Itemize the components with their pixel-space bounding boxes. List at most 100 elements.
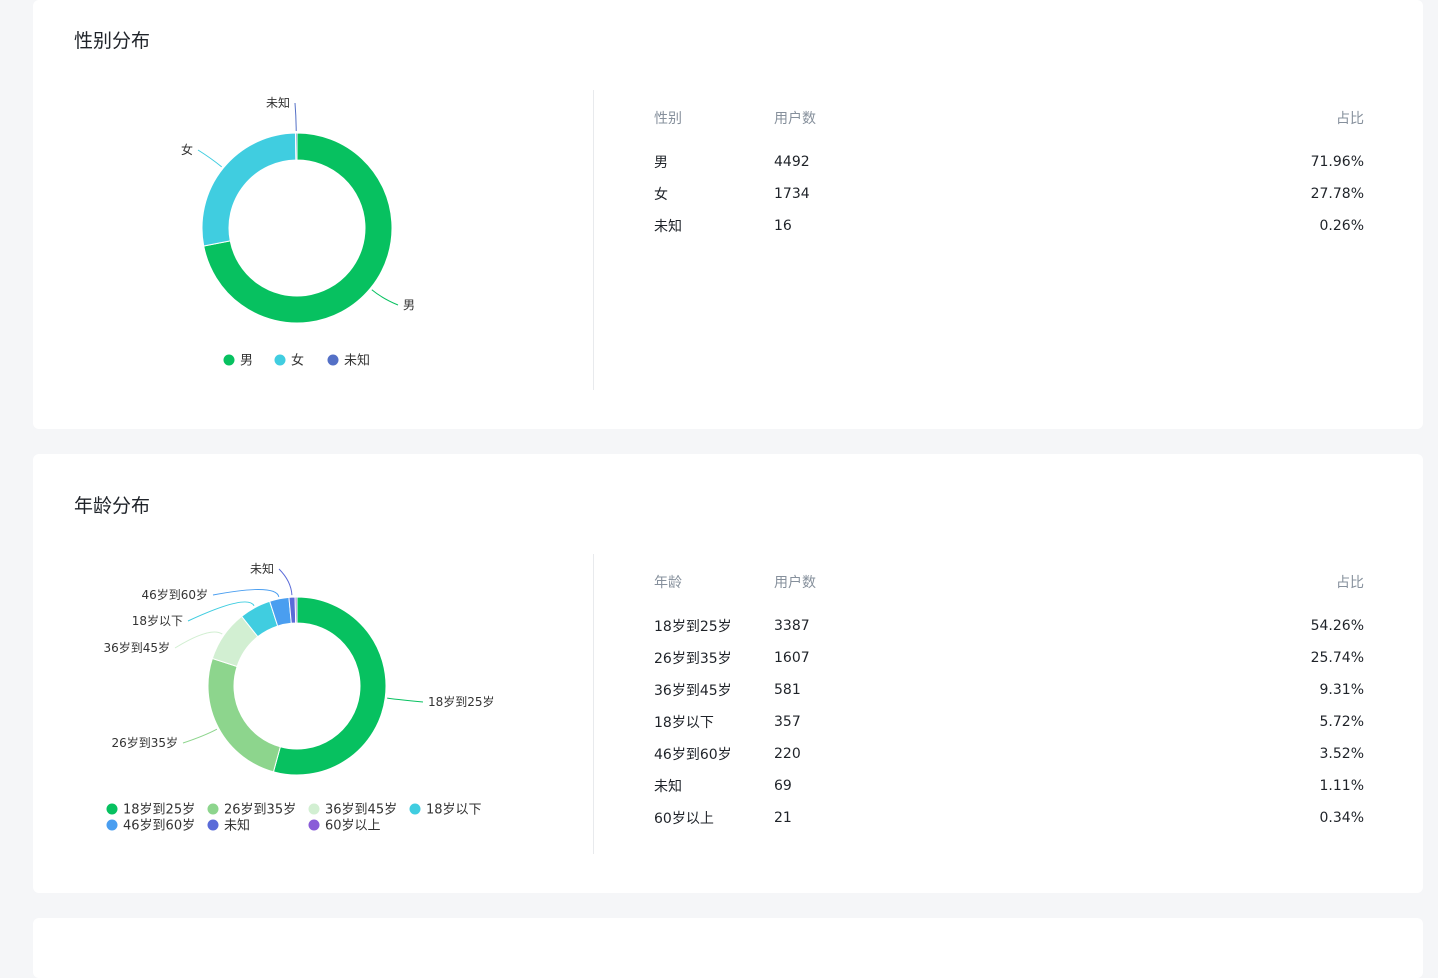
row-ratio: 0.34%: [1319, 810, 1364, 826]
row-ratio: 27.78%: [1310, 186, 1364, 202]
label-leader-line: [174, 631, 223, 649]
row-count: 220: [774, 746, 801, 762]
row-count: 581: [774, 682, 801, 698]
legend-item[interactable]: 男: [223, 354, 254, 369]
slice-label: 18岁以下: [132, 613, 183, 628]
legend-marker: [308, 819, 320, 831]
label-leader-line: [212, 588, 280, 598]
legend-marker: [327, 354, 339, 366]
row-ratio: 25.74%: [1310, 650, 1364, 666]
row-ratio: 71.96%: [1310, 154, 1364, 170]
legend-label: 26岁到35岁: [224, 803, 296, 818]
row-ratio: 1.11%: [1319, 778, 1364, 794]
legend-item[interactable]: 18岁以下: [409, 803, 482, 818]
row-category: 18岁以下: [654, 715, 714, 731]
legend-marker: [409, 803, 421, 815]
legend-label: 男: [240, 354, 253, 369]
legend-marker: [223, 354, 235, 366]
label-leader-line: [182, 728, 218, 744]
next-section-card: [33, 918, 1423, 978]
row-category: 36岁到45岁: [654, 683, 732, 699]
row-count: 21: [774, 810, 792, 826]
age-table: 年龄 用户数 占比 18岁到25岁 3387 54.26% 26岁到35岁 16…: [654, 566, 1364, 834]
slice-label: 男: [403, 298, 415, 312]
donut-slice[interactable]: [203, 132, 393, 324]
table-row: 26岁到35岁 1607 25.74%: [654, 642, 1364, 674]
gender-table: 性别 用户数 占比 男 4492 71.96% 女 1734 27.78% 未知…: [654, 102, 1364, 242]
age-section-title: 年龄分布: [74, 495, 151, 517]
legend-label: 18岁以下: [426, 803, 482, 818]
slice-label: 26岁到35岁: [111, 735, 178, 750]
legend-marker: [274, 354, 286, 366]
row-category: 60岁以上: [654, 811, 714, 827]
section-divider: [593, 554, 594, 854]
row-category: 男: [654, 155, 668, 171]
gender-section-title: 性别分布: [74, 30, 151, 52]
slice-label: 女: [181, 142, 193, 157]
table-header-ratio: 占比: [1336, 575, 1364, 591]
row-ratio: 3.52%: [1319, 746, 1364, 762]
label-leader-line: [371, 289, 399, 306]
row-category: 未知: [654, 219, 682, 235]
legend-item[interactable]: 36岁到45岁: [308, 803, 398, 818]
row-category: 女: [654, 187, 668, 203]
row-category: 46岁到60岁: [654, 747, 732, 763]
table-row: 未知 16 0.26%: [654, 210, 1364, 242]
donut-slice[interactable]: [294, 132, 298, 161]
row-count: 357: [774, 714, 801, 730]
section-divider: [593, 90, 594, 390]
legend-item[interactable]: 18岁到25岁: [106, 803, 196, 818]
slice-label: 18岁到25岁: [428, 694, 495, 709]
legend-label: 46岁到60岁: [123, 819, 195, 834]
table-row: 60岁以上 21 0.34%: [654, 802, 1364, 834]
legend-marker: [106, 803, 118, 815]
gender-donut-chart: 男女未知男女未知: [181, 96, 415, 369]
table-header-ratio: 占比: [1336, 111, 1364, 127]
row-ratio: 5.72%: [1319, 714, 1364, 730]
table-header-row: 性别 用户数 占比: [654, 102, 1364, 134]
slice-label: 未知: [266, 96, 290, 110]
slice-label: 46岁到60岁: [141, 587, 208, 602]
table-header-users: 用户数: [774, 575, 816, 591]
row-count: 16: [774, 218, 792, 234]
donut-slice[interactable]: [207, 657, 281, 773]
table-row: 男 4492 71.96%: [654, 134, 1364, 178]
slice-label: 未知: [250, 562, 274, 576]
table-row: 46岁到60岁 220 3.52%: [654, 738, 1364, 770]
row-category: 未知: [654, 779, 682, 795]
table-header-row: 年龄 用户数 占比: [654, 566, 1364, 598]
age-distribution-card: 年龄分布 18岁到25岁 26岁到35岁 36岁到45岁 18岁以下 46岁到60岁 未知…: [33, 454, 1423, 893]
legend-marker: [207, 803, 219, 815]
label-leader-line: [278, 568, 293, 596]
legend-item[interactable]: 46岁到60岁: [106, 819, 196, 834]
label-leader-line: [197, 149, 223, 168]
legend-label: 18岁到25岁: [123, 803, 195, 818]
donut-slice[interactable]: [272, 596, 387, 776]
table-row: 女 1734 27.78%: [654, 178, 1364, 210]
table-header-age: 年龄: [654, 575, 682, 591]
donut-slice[interactable]: [201, 132, 297, 247]
legend-item[interactable]: 60岁以上: [308, 819, 381, 834]
row-count: 69: [774, 778, 792, 794]
row-category: 18岁到25岁: [654, 619, 732, 635]
legend-label: 未知: [344, 353, 370, 369]
legend-label: 女: [291, 353, 304, 369]
row-category: 26岁到35岁: [654, 651, 732, 667]
donut-slice[interactable]: [294, 596, 298, 624]
legend-item[interactable]: 未知: [207, 818, 251, 834]
label-leader-line: [187, 601, 255, 622]
label-leader-line: [387, 697, 424, 703]
legend-item[interactable]: 26岁到35岁: [207, 803, 297, 818]
legend-item[interactable]: 女: [274, 353, 305, 369]
row-ratio: 9.31%: [1319, 682, 1364, 698]
table-header-users: 用户数: [774, 111, 816, 127]
table-header-gender: 性别: [654, 111, 682, 127]
legend-item[interactable]: 未知: [327, 353, 371, 369]
age-donut-chart: 18岁到25岁26岁到35岁36岁到45岁18岁以下46岁到60岁未知18岁到2…: [103, 562, 495, 834]
row-ratio: 0.26%: [1319, 218, 1364, 234]
legend-label: 60岁以上: [325, 819, 381, 834]
row-count: 1734: [774, 186, 810, 202]
row-count: 3387: [774, 618, 810, 634]
legend-label: 未知: [224, 818, 250, 834]
table-row: 未知 69 1.11%: [654, 770, 1364, 802]
